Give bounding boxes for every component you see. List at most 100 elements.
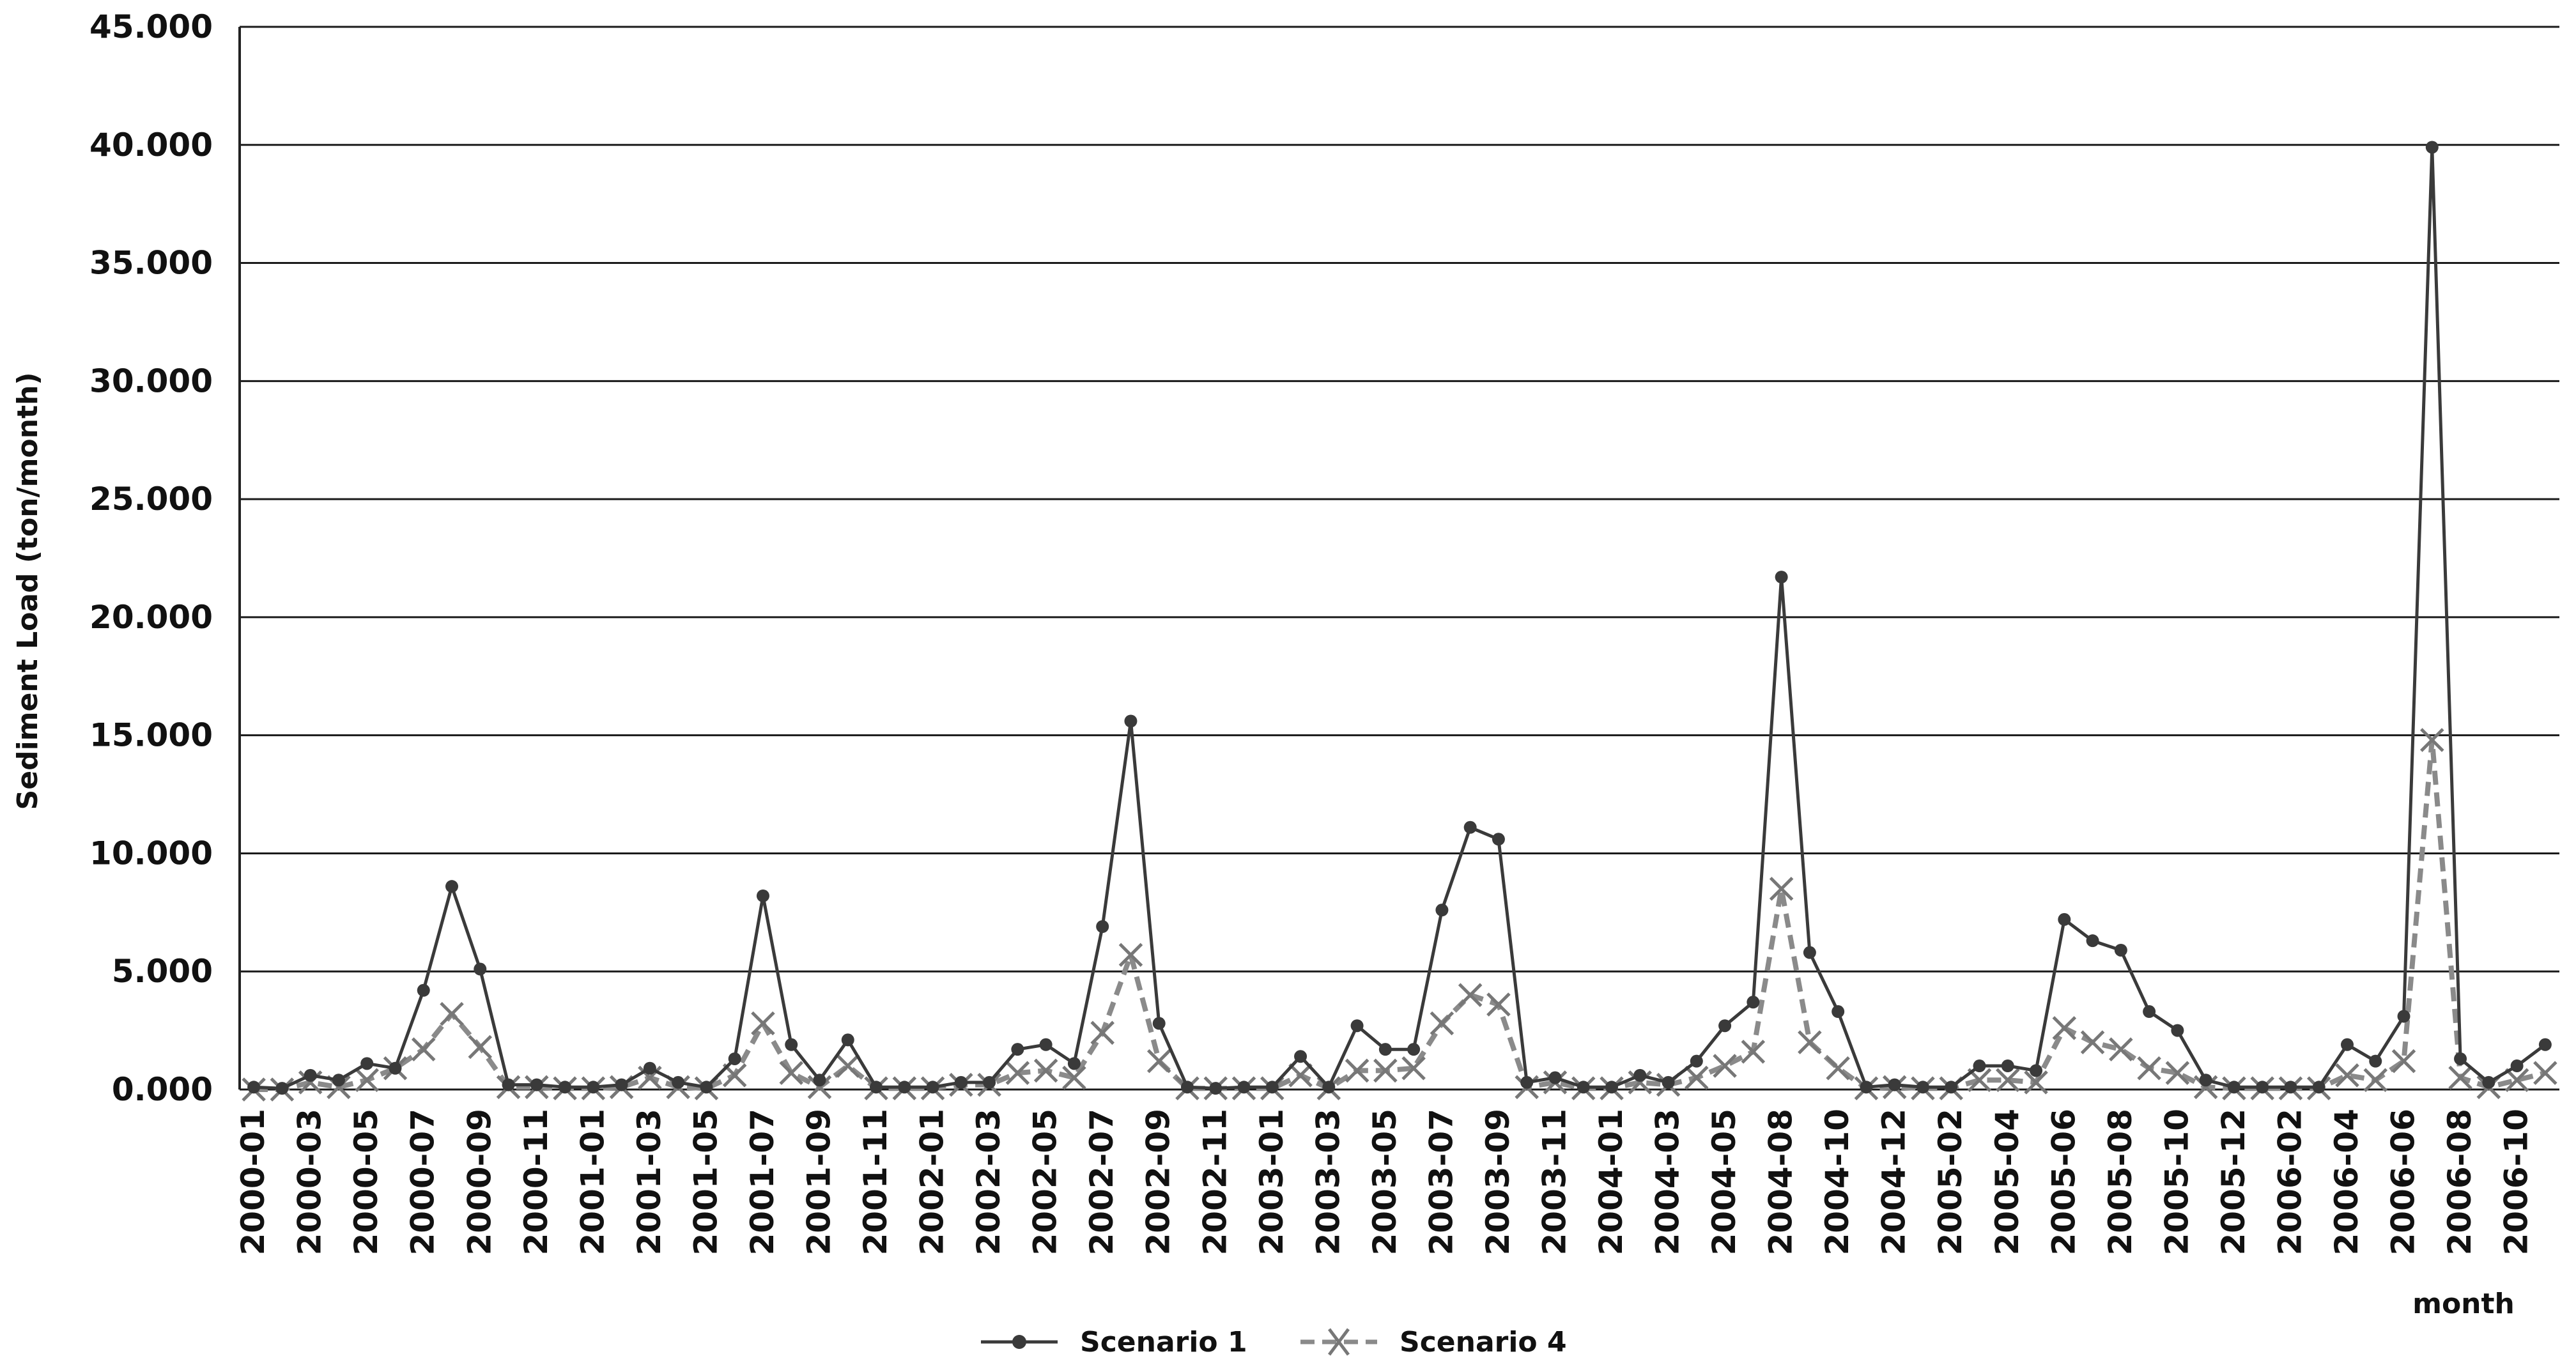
data-point-scenario-1 [2482, 1075, 2495, 1089]
data-point-scenario-4 [1458, 983, 1483, 1007]
data-point-scenario-1 [1492, 833, 1505, 846]
data-point-scenario-1 [643, 1061, 656, 1075]
data-point-scenario-1 [672, 1075, 685, 1089]
data-point-scenario-4 [2504, 1068, 2529, 1092]
data-point-scenario-1 [332, 1074, 345, 1087]
data-point-scenario-1 [756, 889, 769, 902]
data-point-scenario-1 [2538, 1038, 2552, 1051]
data-point-scenario-1 [1350, 1019, 1364, 1033]
x-tick-label: 2006-02 [2271, 1109, 2308, 1256]
data-point-scenario-1 [1690, 1054, 1703, 1068]
legend-marker-scenario-1 [1012, 1335, 1026, 1349]
data-point-scenario-1 [1803, 946, 1816, 959]
legend-marker-scenario-4 [1328, 1328, 1350, 1356]
y-tick-label: 10.000 [89, 835, 213, 872]
data-point-scenario-1 [1124, 714, 1138, 728]
data-point-scenario-4 [2193, 1075, 2218, 1100]
data-point-scenario-1 [1294, 1050, 1307, 1063]
data-point-scenario-1 [2143, 1005, 2156, 1019]
x-tick-label: 2005-02 [1932, 1109, 1969, 1256]
data-point-scenario-1 [1973, 1059, 1986, 1073]
data-point-scenario-1 [1775, 571, 1788, 584]
data-point-scenario-1 [1209, 1082, 1222, 1095]
data-point-scenario-1 [1605, 1081, 1619, 1094]
data-point-scenario-1 [2001, 1059, 2014, 1073]
x-tick-label: 2003-03 [1309, 1109, 1346, 1256]
data-point-scenario-4 [1033, 1058, 1058, 1083]
x-tick-label: 2004-08 [1762, 1109, 1800, 1256]
data-point-scenario-4 [1769, 877, 1794, 901]
data-point-scenario-4 [1345, 1058, 1369, 1083]
series-line-scenario-1 [253, 146, 2547, 1090]
x-tick-label: 2005-08 [2102, 1109, 2139, 1256]
data-point-scenario-1 [2030, 1064, 2043, 1077]
data-point-scenario-4 [1996, 1068, 2020, 1092]
data-point-scenario-1 [1096, 920, 1109, 934]
data-point-scenario-1 [502, 1078, 515, 1091]
x-tick-label: 2003-09 [1479, 1109, 1516, 1256]
legend: Scenario 1 Scenario 4 [981, 1326, 1567, 1359]
x-tick-label: 2003-11 [1536, 1109, 1573, 1256]
y-tick-label: 35.000 [89, 245, 213, 282]
data-point-scenario-1 [2369, 1054, 2382, 1068]
x-tick-label: 2000-03 [291, 1109, 328, 1256]
data-point-scenario-1 [1237, 1081, 1251, 1094]
data-point-scenario-1 [1407, 1043, 1421, 1056]
y-tick-label: 40.000 [89, 127, 213, 164]
data-point-scenario-1 [983, 1075, 996, 1089]
x-tick-label: 2001-05 [687, 1109, 724, 1256]
data-point-scenario-4 [2533, 1061, 2557, 1085]
x-tick-label: 2000-11 [518, 1109, 555, 1256]
data-point-scenario-4 [440, 1001, 464, 1026]
data-point-scenario-4 [2448, 1065, 2472, 1090]
data-point-scenario-4 [2109, 1037, 2133, 1061]
x-tick-label: 2006-10 [2498, 1109, 2535, 1256]
x-tick-label: 2002-01 [914, 1109, 951, 1256]
data-point-scenario-1 [2284, 1081, 2297, 1094]
data-point-scenario-1 [2058, 913, 2071, 926]
data-point-scenario-4 [2052, 1016, 2077, 1040]
data-point-scenario-4 [1373, 1058, 1398, 1083]
data-point-scenario-1 [2510, 1059, 2524, 1073]
data-point-scenario-1 [1463, 820, 1477, 834]
x-tick-label: 2005-06 [2045, 1109, 2082, 1256]
x-tick-label: 2002-03 [970, 1109, 1007, 1256]
data-point-scenario-1 [360, 1057, 374, 1070]
x-tick-label: 2001-07 [744, 1109, 781, 1256]
data-point-scenario-1 [474, 962, 487, 976]
data-point-scenario-4 [2165, 1061, 2190, 1085]
data-point-scenario-1 [587, 1081, 600, 1094]
y-tick-labels: 0.000 5.000 10.000 15.000 20.000 25.000 30.000… [89, 8, 213, 1108]
legend-label-scenario-4: Scenario 4 [1400, 1326, 1567, 1359]
data-point-scenario-1 [2227, 1081, 2241, 1094]
data-point-scenario-1 [2340, 1038, 2354, 1051]
data-point-scenario-1 [728, 1052, 741, 1065]
data-point-scenario-1 [841, 1033, 854, 1047]
data-point-scenario-1 [389, 1061, 402, 1075]
data-point-scenario-1 [275, 1082, 289, 1095]
data-point-scenario-1 [304, 1068, 317, 1082]
data-point-scenario-4 [1826, 1056, 1850, 1081]
x-tick-label: 2005-10 [2158, 1109, 2195, 1256]
y-tick-label: 5.000 [112, 953, 213, 990]
data-point-scenario-1 [700, 1081, 713, 1094]
x-tick-label: 2000-05 [348, 1109, 385, 1256]
data-point-scenario-1 [1152, 1017, 1166, 1030]
data-point-scenario-1 [1039, 1038, 1053, 1051]
data-point-scenario-4 [2024, 1070, 2048, 1095]
data-point-scenario-1 [445, 880, 459, 893]
data-point-scenario-4 [1118, 943, 1143, 967]
data-point-scenario-1 [2114, 943, 2127, 957]
data-point-scenario-1 [1577, 1081, 1590, 1094]
data-point-scenario-1 [870, 1081, 883, 1094]
y-tick-label: 30.000 [89, 362, 213, 399]
y-axis-title: Sediment Load (ton/month) [12, 373, 44, 810]
data-point-scenario-1 [1832, 1005, 1845, 1019]
data-point-scenario-4 [1062, 1065, 1086, 1090]
data-point-scenario-4 [1430, 1011, 1454, 1036]
x-tick-label: 2004-05 [1706, 1109, 1743, 1256]
data-point-scenario-1 [247, 1081, 261, 1094]
x-axis-title: month [2412, 1288, 2515, 1320]
x-tick-label: 2006-04 [2328, 1109, 2365, 1256]
